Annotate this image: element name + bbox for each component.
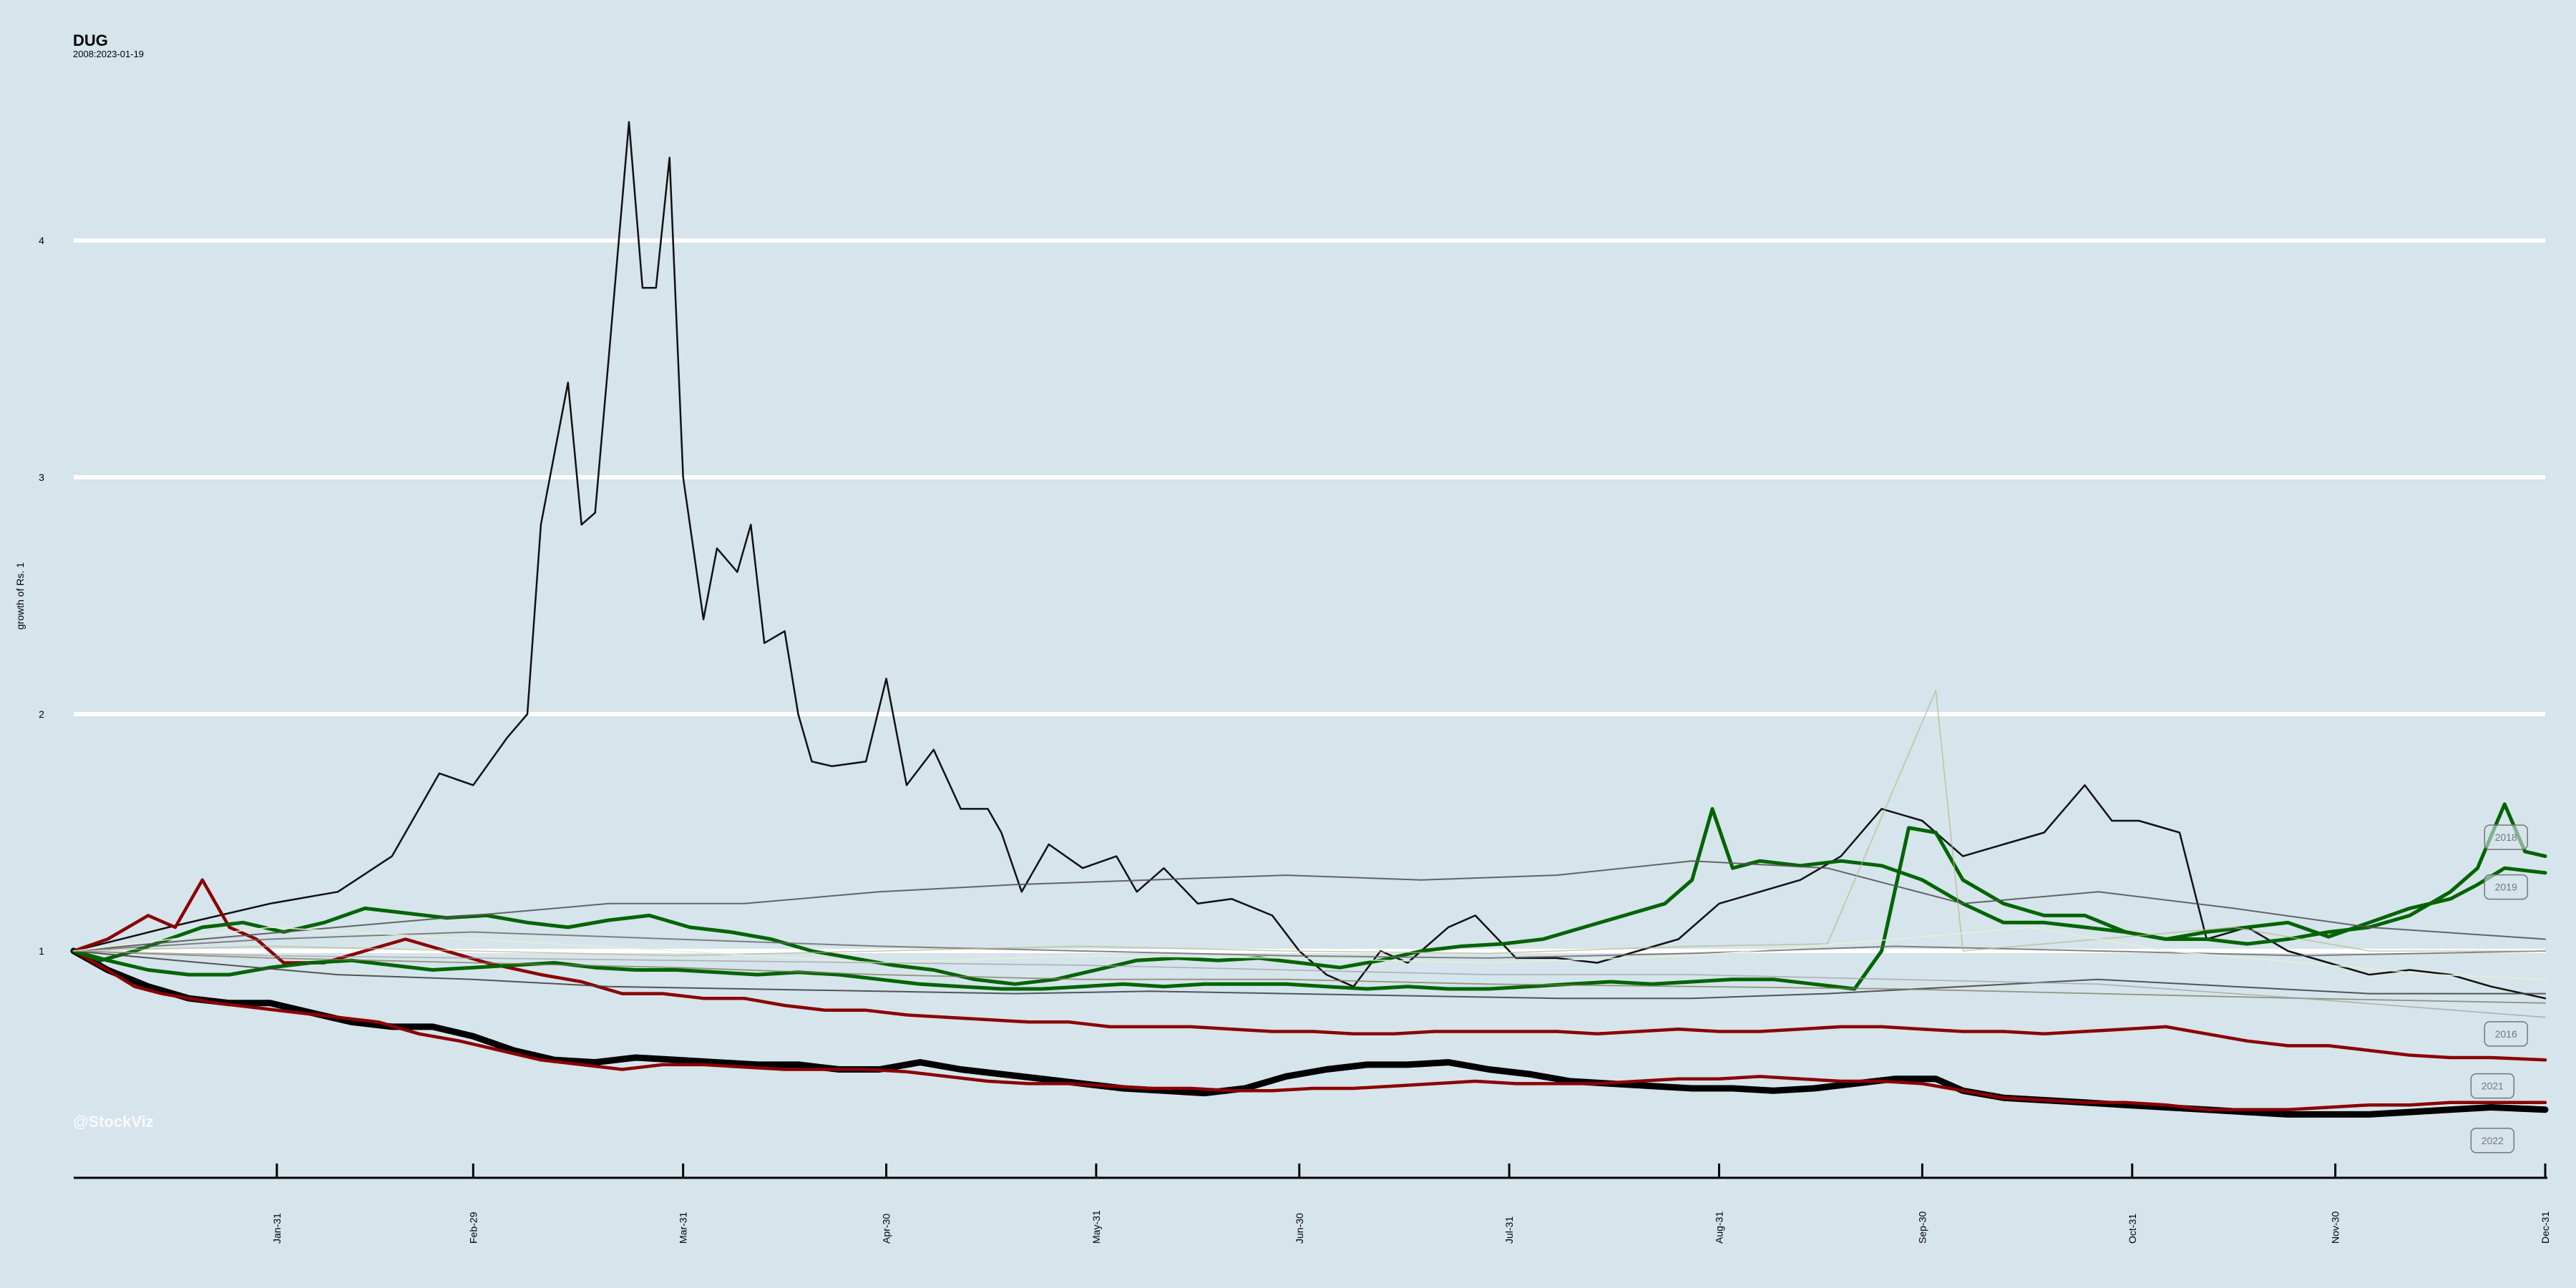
series-line-4: [72, 949, 2547, 1112]
x-tick-label: Oct-31: [2127, 1214, 2138, 1244]
year-label: 2021: [2482, 1080, 2504, 1092]
x-tick-label: Jan-31: [271, 1213, 283, 1244]
y-axis-ticks: 1 2 3 4: [39, 235, 44, 957]
series-layer: [70, 121, 2549, 1118]
chart-title: DUG: [73, 31, 108, 49]
y-tick-label: 2: [39, 708, 44, 720]
series-line-3: [72, 878, 2547, 1062]
chart-subtitle: 2008:2023-01-19: [73, 49, 145, 59]
series-line-1: [72, 121, 2547, 1000]
series-line-13: [73, 950, 2546, 1018]
series-line-9: [73, 931, 2546, 959]
year-label-box: [2484, 874, 2528, 900]
x-tick-label: May-31: [1091, 1210, 1102, 1244]
y-axis-label: growth of Rs. 1: [14, 562, 26, 630]
year-label: 2019: [2495, 882, 2517, 893]
year-label: 2022: [2482, 1135, 2504, 1146]
series-line-2: [70, 947, 2549, 1118]
x-tick-label: Dec-31: [2540, 1211, 2551, 1244]
x-tick-label: Jul-31: [1503, 1216, 1515, 1244]
series-line-7: [73, 860, 2546, 952]
series-line-8: [73, 950, 2546, 1000]
year-label-box: [2484, 1021, 2528, 1047]
x-tick-label: Apr-30: [881, 1214, 892, 1244]
x-tick-label: Mar-31: [678, 1211, 689, 1244]
x-axis: Jan-31 Feb-29 Mar-31 Apr-30 May-31 Jun-30 Jul-…: [74, 1163, 2551, 1244]
y-tick-label: 1: [39, 945, 44, 957]
x-tick-label: Feb-29: [467, 1211, 479, 1244]
series-line-11: [73, 690, 2546, 957]
year-label-box: [2470, 1073, 2515, 1099]
x-tick-label: Aug-31: [1714, 1211, 1725, 1244]
x-tick-label: Sep-30: [1916, 1211, 1928, 1244]
series-line-12: [73, 927, 2546, 980]
year-label-box: [2470, 1128, 2515, 1153]
year-labels: 2018 2019 2016 2021 2022: [2470, 824, 2528, 1153]
series-line-10: [73, 950, 2546, 1004]
x-tick-label: Jun-30: [1294, 1213, 1305, 1244]
x-tick-label: Nov-30: [2330, 1211, 2341, 1244]
series-line-6: [72, 826, 2547, 991]
grid-layer: [74, 238, 2545, 953]
year-label: 2016: [2495, 1028, 2517, 1040]
y-tick-label: 3: [39, 472, 44, 483]
watermark: @StockViz: [73, 1113, 154, 1131]
year-label-box: [2484, 824, 2528, 850]
y-tick-label: 4: [39, 235, 44, 246]
year-label: 2018: [2495, 831, 2517, 843]
